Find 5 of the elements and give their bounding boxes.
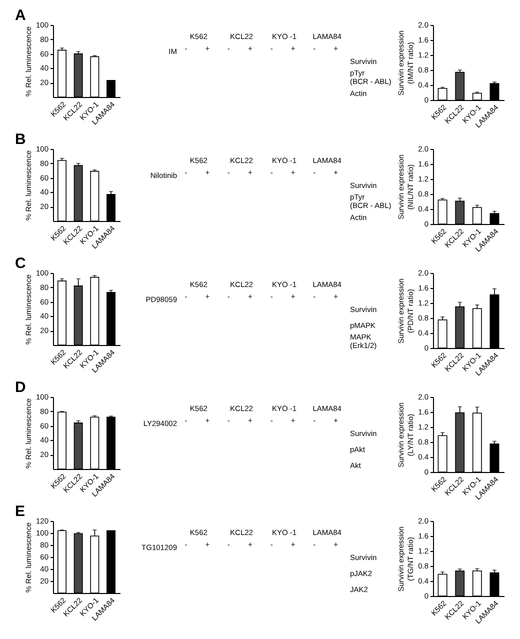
chart-title: E (15, 503, 26, 520)
chart-title: C (15, 255, 26, 272)
chart-title: A (15, 7, 26, 24)
chart-title: D (15, 379, 26, 396)
chart-title: B (15, 131, 26, 148)
